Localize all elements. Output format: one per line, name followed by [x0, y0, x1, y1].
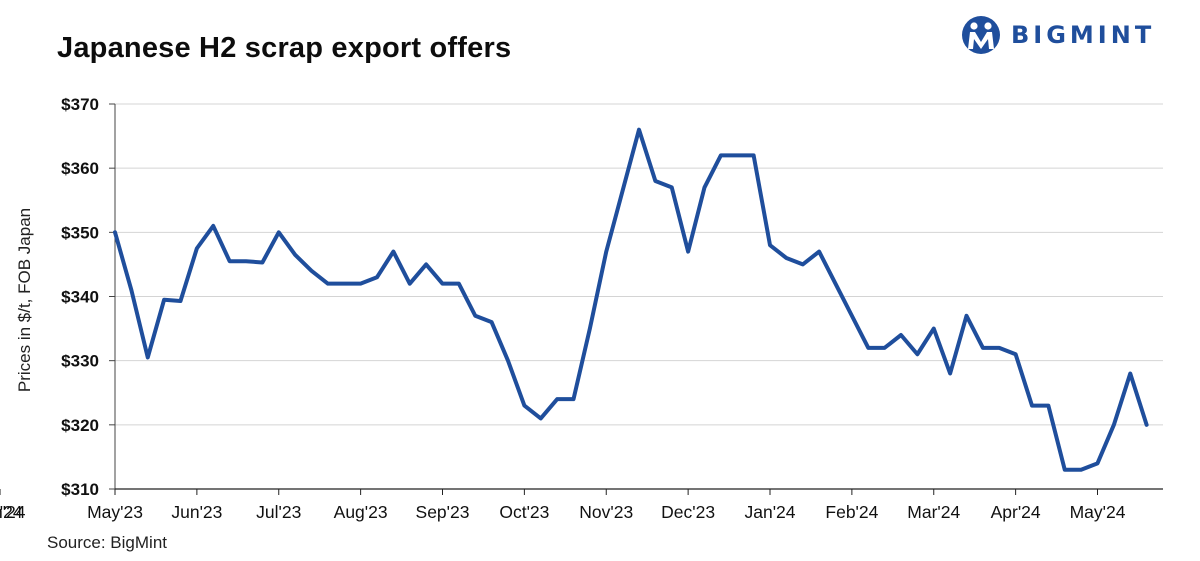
x-tick-label: Jun'23 — [171, 502, 222, 522]
chart-title: Japanese H2 scrap export offers — [57, 32, 512, 64]
y-tick-label: $370 — [61, 95, 99, 114]
y-tick-label: $340 — [61, 288, 99, 307]
bigmint-logo-icon — [962, 16, 1000, 54]
x-tick-label: Jun'24 — [0, 502, 26, 522]
y-tick-label: $330 — [61, 352, 99, 371]
x-tick-label: Oct'23 — [499, 502, 549, 522]
x-tick-label: Sep'23 — [416, 502, 470, 522]
x-tick-label: Aug'23 — [334, 502, 388, 522]
brand-name: BIGMINT — [1011, 21, 1156, 49]
x-tick-label: Mar'24 — [907, 502, 960, 522]
x-tick-label: Jul'23 — [256, 502, 301, 522]
x-tick-label: Jul'24 — [0, 502, 23, 522]
x-tick-label: Apr'24 — [991, 502, 1041, 522]
x-tick-label: Jan'24 — [744, 502, 795, 522]
x-tick-label: May'24 — [1070, 502, 1126, 522]
x-tick-label: Dec'23 — [661, 502, 715, 522]
y-tick-label: $310 — [61, 480, 99, 499]
x-tick-label: May'23 — [87, 502, 143, 522]
series-line — [113, 127, 1149, 472]
x-tick-label: Feb'24 — [825, 502, 878, 522]
y-tick-label: $320 — [61, 416, 99, 435]
source-note: Source: BigMint — [47, 533, 167, 552]
x-tick-label: Nov'23 — [579, 502, 633, 522]
y-tick-label: $350 — [61, 223, 99, 242]
y-tick-label: $360 — [61, 159, 99, 178]
brand-logo: BIGMINT — [961, 14, 1155, 56]
